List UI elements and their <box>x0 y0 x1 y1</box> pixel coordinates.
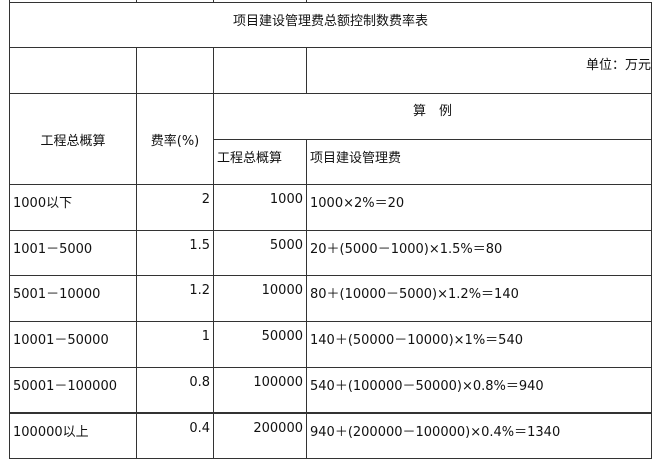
cell-range: 10001－50000 <box>9 321 137 368</box>
cell-total: 10000 <box>213 275 307 323</box>
cell-rate: 1.5 <box>136 229 214 277</box>
cell-calc: 1000×2%＝20 <box>306 184 652 231</box>
cell-rate: 1.2 <box>136 275 214 323</box>
header-example: 算 例 <box>213 93 652 140</box>
cell-total: 200000 <box>213 412 307 460</box>
cell-range: 5001－10000 <box>9 275 137 323</box>
cell-total: 100000 <box>213 366 307 414</box>
cell-total: 1000 <box>213 184 307 231</box>
cell-total: 5000 <box>213 229 307 277</box>
cell-rate: 2 <box>136 184 214 231</box>
header-total-estimate: 工程总概算 <box>9 93 137 185</box>
header-example-total: 工程总概算 <box>213 139 307 185</box>
cell-range: 100000以上 <box>9 412 137 460</box>
cell-calc: 540＋(100000－50000)×0.8%＝940 <box>306 366 652 414</box>
empty-cell <box>9 47 137 94</box>
cell-rate: 0.4 <box>136 412 214 460</box>
cell-range: 1000以下 <box>9 184 137 231</box>
border-stub <box>136 0 137 3</box>
table-title: 项目建设管理费总额控制数费率表 <box>9 2 652 48</box>
cell-range: 1001－5000 <box>9 229 137 277</box>
border-stub <box>213 0 214 3</box>
cell-calc: 80＋(10000－5000)×1.2%＝140 <box>306 275 652 323</box>
header-rate: 费率(%) <box>136 93 214 185</box>
unit-label: 单位：万元 <box>306 47 652 94</box>
cell-rate: 1 <box>136 321 214 368</box>
cell-range: 50001－100000 <box>9 366 137 414</box>
empty-cell <box>213 47 307 94</box>
border-stub <box>9 0 10 3</box>
cell-rate: 0.8 <box>136 366 214 414</box>
cell-calc: 20＋(5000－1000)×1.5%＝80 <box>306 229 652 277</box>
cell-calc: 140＋(50000－10000)×1%＝540 <box>306 321 652 368</box>
empty-cell <box>136 47 214 94</box>
cell-calc: 940＋(200000－100000)×0.4%＝1340 <box>306 412 652 460</box>
border-stub <box>306 0 307 3</box>
cell-total: 50000 <box>213 321 307 368</box>
header-example-fee: 项目建设管理费 <box>306 139 652 185</box>
